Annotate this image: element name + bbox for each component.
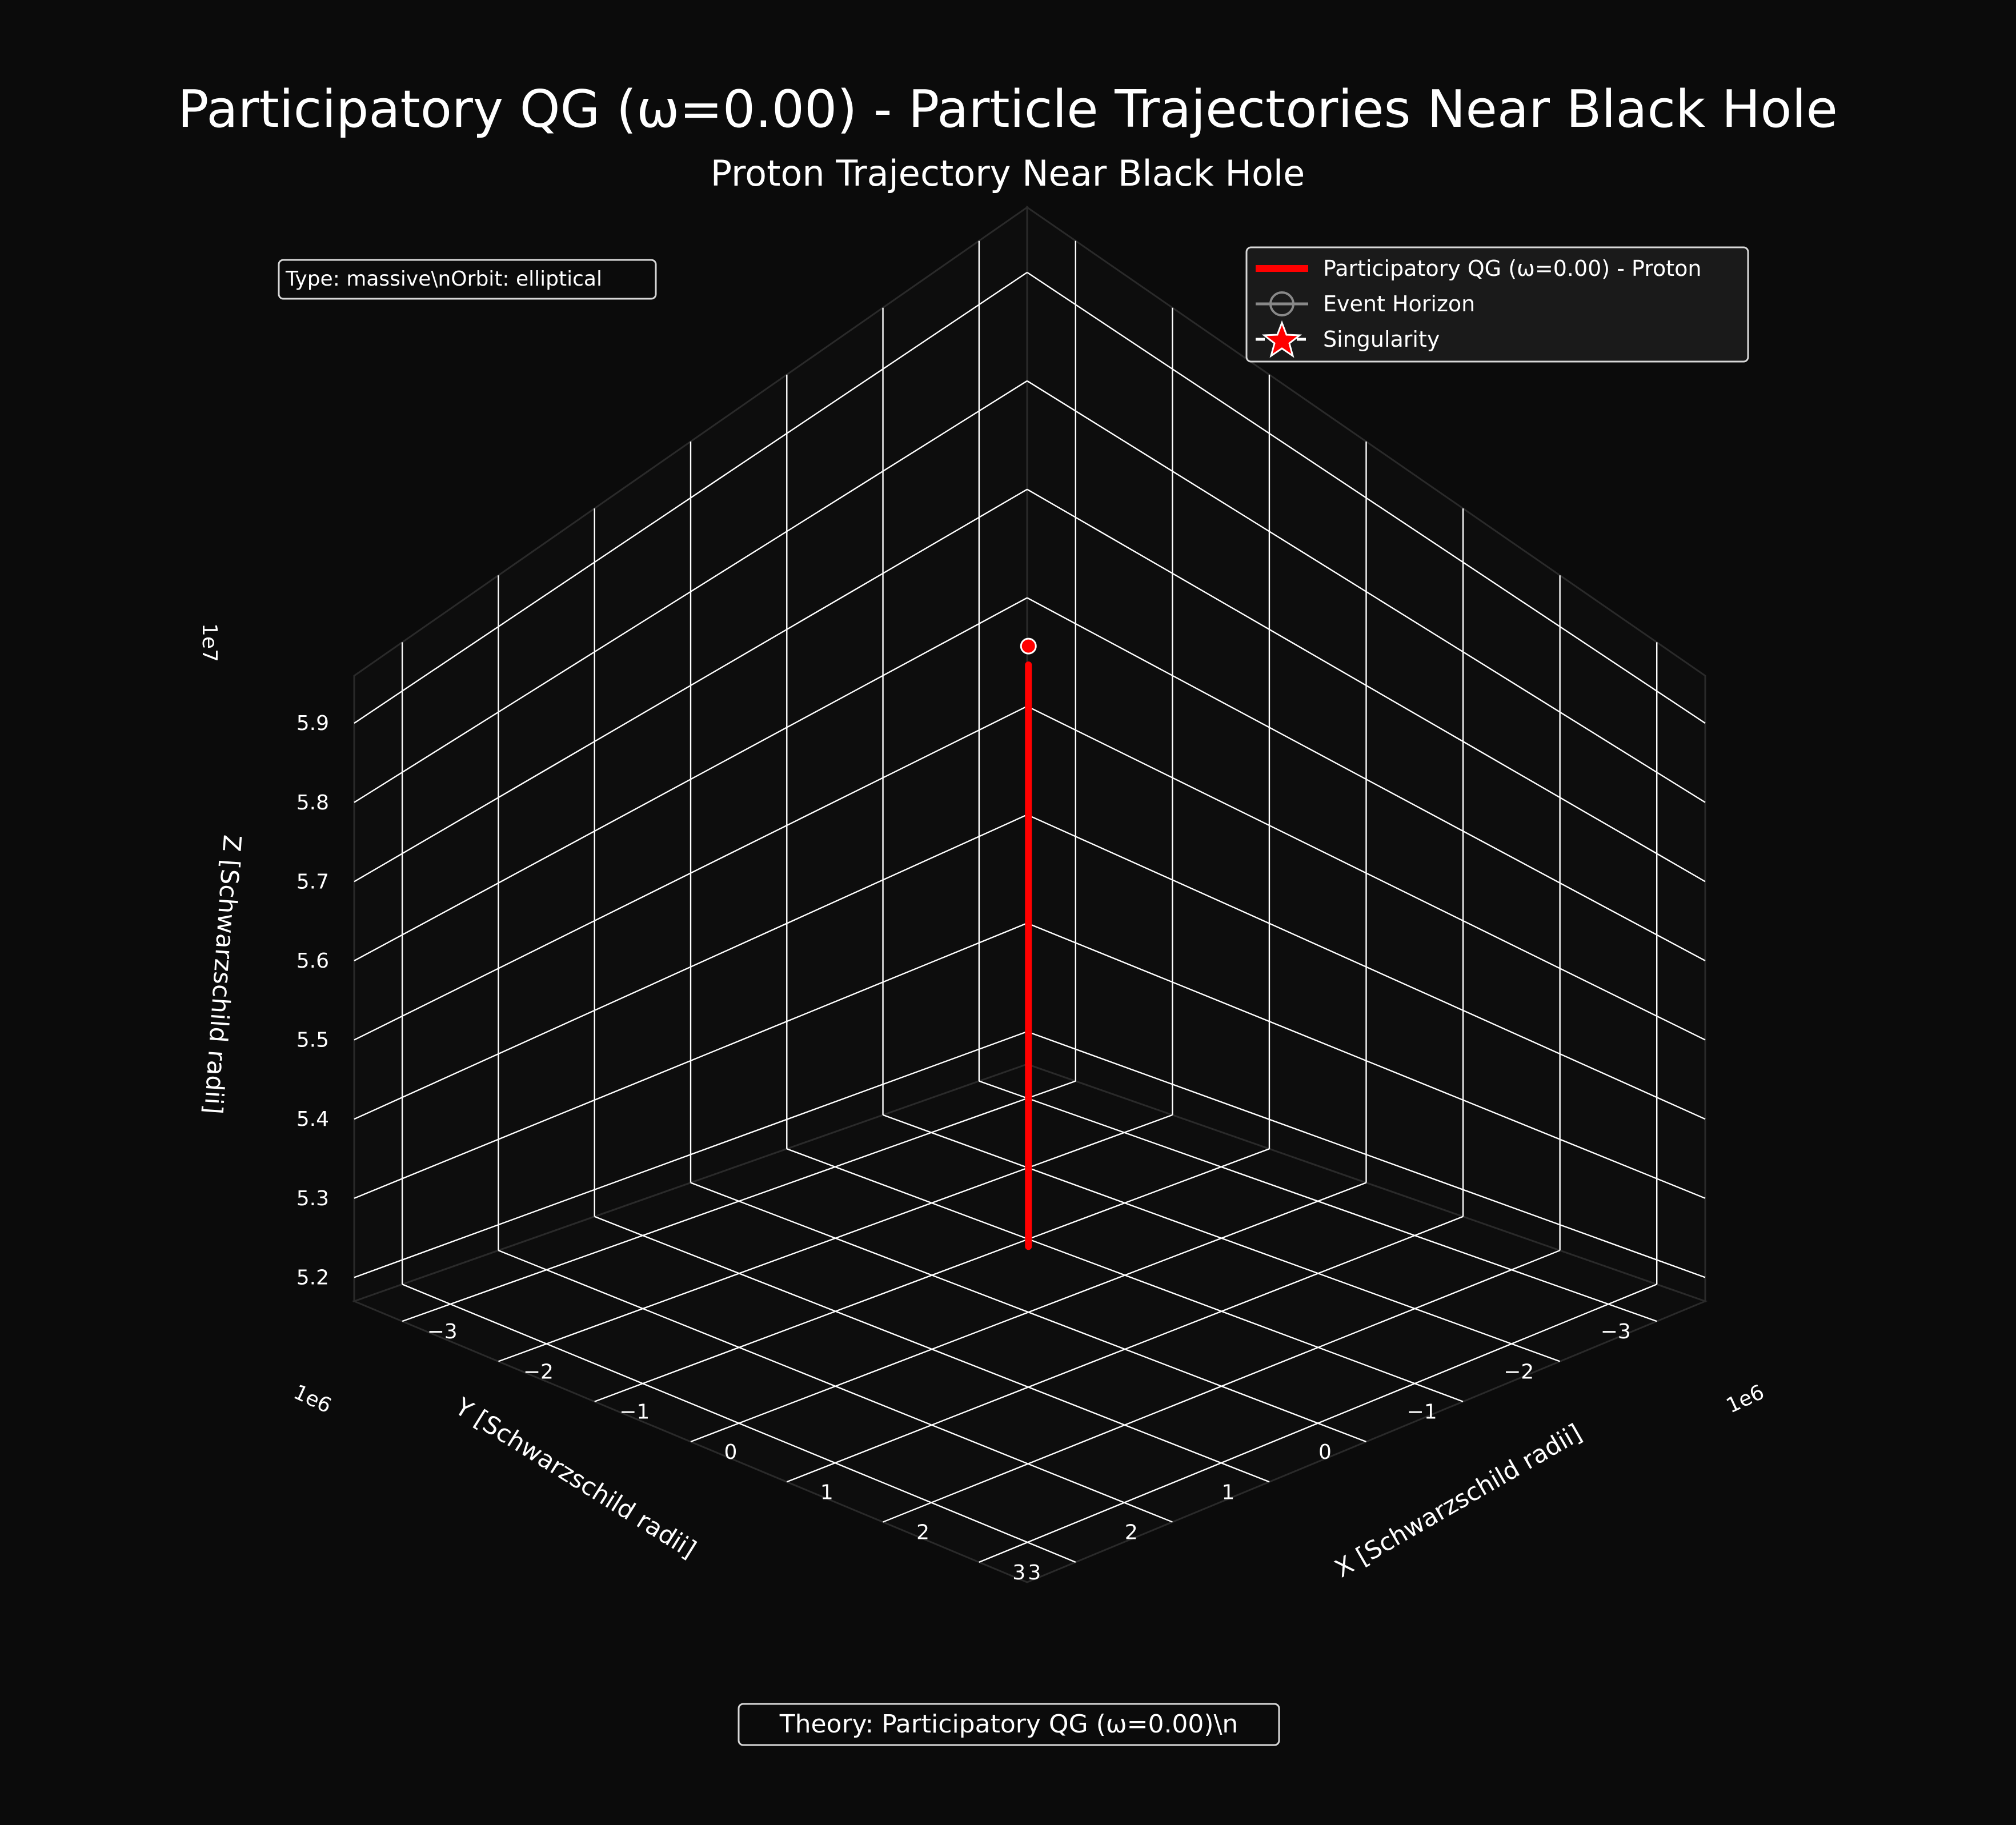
grid-line-z-left bbox=[354, 705, 1028, 1041]
grid-line-z-left bbox=[354, 597, 1028, 962]
grid-line-z-left bbox=[354, 1030, 1028, 1278]
chart-title: Proton Trajectory Near Black Hole bbox=[711, 153, 1305, 194]
x-tick-label: −3 bbox=[427, 1320, 458, 1343]
z-offset-text: 1e7 bbox=[198, 623, 221, 662]
footer-box: Theory: Participatory QG (ω=0.00)\n bbox=[738, 1703, 1280, 1746]
z-tick-label: 5.3 bbox=[296, 1187, 329, 1210]
grid-line-z-right bbox=[1027, 922, 1706, 1199]
grid-line-y-floor bbox=[402, 1283, 1076, 1563]
legend-label-trajectory: Participatory QG (ω=0.00) - Proton bbox=[1323, 256, 1702, 281]
x-tick-label: 1 bbox=[820, 1481, 833, 1504]
grid-line-y-floor bbox=[979, 1080, 1657, 1322]
grid-line-z-left bbox=[354, 814, 1028, 1120]
event-horizon-icon bbox=[1256, 291, 1308, 316]
y-tick-label: −1 bbox=[1407, 1401, 1437, 1424]
legend-label-event-horizon: Event Horizon bbox=[1323, 291, 1475, 316]
grid-line-z-left bbox=[354, 488, 1028, 883]
z-tick-label: 5.2 bbox=[296, 1266, 329, 1289]
x-tick-label: 0 bbox=[724, 1441, 738, 1464]
y-tick-label: −3 bbox=[1601, 1320, 1631, 1343]
z-tick-label: 5.4 bbox=[296, 1108, 329, 1131]
grid-line-z-left bbox=[354, 922, 1028, 1199]
grid-line-y-floor bbox=[594, 1216, 1270, 1483]
grid-line-y-floor bbox=[690, 1182, 1366, 1443]
trajectory-end-marker bbox=[1020, 637, 1037, 655]
x-tick-label: −1 bbox=[619, 1401, 650, 1424]
singularity-star-icon bbox=[1256, 320, 1308, 358]
z-tick-label: 5.9 bbox=[296, 712, 329, 735]
info-box-frame bbox=[278, 259, 657, 300]
grid-line-z-right bbox=[1027, 705, 1706, 1041]
tick-labels: −3 −2 −1 0 1 2 3 −3 −2 −1 0 1 2 3 5.2 5.3 5.4 5.5 5.6 5.7 5.… bbox=[296, 712, 1631, 1585]
grid-line-z-right bbox=[1027, 814, 1706, 1120]
grid-line-z-right bbox=[1027, 488, 1706, 883]
z-tick-label: 5.8 bbox=[296, 791, 329, 815]
grid-lines bbox=[354, 240, 1706, 1563]
grid-line-z-left bbox=[354, 380, 1028, 803]
z-tick-label: 5.7 bbox=[296, 870, 329, 893]
footer-box-text: Theory: Participatory QG (ω=0.00)\n bbox=[779, 1710, 1239, 1739]
x-tick-label: 2 bbox=[916, 1521, 929, 1545]
y-tick-label: 0 bbox=[1318, 1441, 1332, 1464]
grid-line-z-left bbox=[354, 271, 1028, 724]
legend-label-singularity: Singularity bbox=[1323, 327, 1440, 352]
info-box-text: Type: massive\nOrbit: elliptical bbox=[285, 267, 602, 291]
grid-line-y-floor bbox=[498, 1249, 1173, 1523]
footer-box-frame bbox=[738, 1703, 1280, 1746]
z-tick-label: 5.5 bbox=[296, 1029, 329, 1052]
grid-line-z-right bbox=[1027, 597, 1706, 962]
legend-frame bbox=[1245, 246, 1749, 363]
grid-line-y-floor bbox=[883, 1114, 1561, 1362]
y-tick-label: −2 bbox=[1504, 1360, 1534, 1383]
x-tick-label: 3 bbox=[1012, 1561, 1025, 1585]
y-tick-label: 2 bbox=[1125, 1521, 1138, 1545]
data-series bbox=[1020, 637, 1037, 1250]
grid-line-y-floor bbox=[786, 1148, 1464, 1402]
grid-line-z-right bbox=[1027, 380, 1706, 803]
figure-suptitle: Participatory QG (ω=0.00) - Particle Tra… bbox=[178, 79, 1838, 139]
grid-line-z-right bbox=[1027, 271, 1706, 724]
y-tick-label: 1 bbox=[1221, 1481, 1235, 1504]
grid-line-z-right bbox=[1027, 1030, 1706, 1278]
y-tick-label: 3 bbox=[1028, 1561, 1041, 1585]
info-box: Type: massive\nOrbit: elliptical bbox=[278, 259, 657, 300]
z-tick-label: 5.6 bbox=[296, 949, 329, 973]
legend: Participatory QG (ω=0.00) - Proton Event… bbox=[1245, 246, 1749, 363]
x-tick-label: −2 bbox=[523, 1360, 554, 1383]
